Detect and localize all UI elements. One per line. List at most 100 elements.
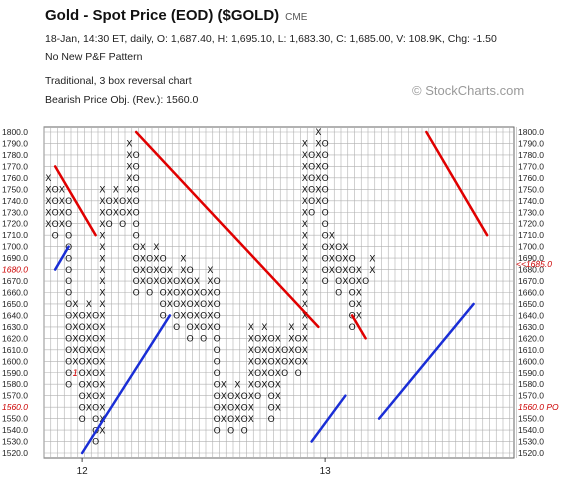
x-box: X [86, 312, 92, 322]
x-box: X [126, 151, 132, 161]
o-box: O [92, 323, 99, 333]
o-box: O [65, 289, 72, 299]
y-tick-label-right: 1520.0 [518, 448, 544, 458]
x-box: X [207, 312, 213, 322]
o-box: O [92, 312, 99, 322]
support-trendline [53, 245, 70, 271]
o-box: O [227, 392, 234, 402]
o-box: O [65, 357, 72, 367]
o-box: O [65, 335, 72, 345]
y-tick-label-left: 1550.0 [2, 414, 28, 424]
x-box: X [99, 220, 105, 230]
o-box: O [268, 357, 275, 367]
o-box: O [295, 369, 302, 379]
o-box: O [214, 357, 221, 367]
x-box: X [113, 208, 119, 218]
x-box: X [207, 289, 213, 299]
o-box: O [308, 163, 315, 173]
o-box: O [281, 369, 288, 379]
x-box: X [248, 392, 254, 402]
o-box: O [295, 357, 302, 367]
o-box: O [254, 369, 261, 379]
o-box: O [92, 346, 99, 356]
x-box: X [342, 254, 348, 264]
x-box: X [302, 266, 308, 276]
resistance-trendline [425, 130, 489, 237]
x-box: X [99, 277, 105, 287]
o-box: O [200, 335, 207, 345]
o-box: O [241, 426, 248, 436]
x-box: X [72, 300, 78, 310]
y-tick-label-right: 1730.0 [518, 207, 544, 217]
o-box: O [173, 312, 180, 322]
y-tick-label-right: 1770.0 [518, 161, 544, 171]
x-box: X [248, 323, 254, 333]
o-box: O [173, 289, 180, 299]
o-box: O [79, 380, 86, 390]
y-tick-label-left: 1670.0 [2, 276, 28, 286]
x-box: X [221, 403, 227, 413]
o-box: O [214, 277, 221, 287]
o-box: O [268, 403, 275, 413]
x-box: X [342, 266, 348, 276]
x-box: X [315, 151, 321, 161]
resistance-trendline [134, 130, 320, 329]
x-box: X [180, 312, 186, 322]
o-box: O [254, 357, 261, 367]
o-box: O [241, 403, 248, 413]
y-tick-label-right: 1750.0 [518, 184, 544, 194]
x-box: X [86, 346, 92, 356]
x-box: X [302, 323, 308, 333]
o-box: O [106, 208, 113, 218]
x-box: X [126, 186, 132, 196]
o-box: O [160, 300, 167, 310]
o-box: O [52, 197, 59, 207]
x-box: X [302, 300, 308, 310]
x-box: X [275, 335, 281, 345]
x-box: X [126, 197, 132, 207]
x-box: X [329, 231, 335, 241]
x-box: X [113, 197, 119, 207]
o-box: O [52, 231, 59, 241]
y-tick-label-left: 1620.0 [2, 333, 28, 343]
x-box: X [140, 243, 146, 253]
o-box: O [214, 346, 221, 356]
x-box: X [45, 174, 51, 184]
o-box: O [308, 151, 315, 161]
x-box: X [302, 151, 308, 161]
y-tick-label-left: 1750.0 [2, 184, 28, 194]
y-tick-label-left: 1770.0 [2, 161, 28, 171]
x-box: X [99, 312, 105, 322]
o-box: O [133, 197, 140, 207]
y-tick-label-left: 1660.0 [2, 288, 28, 298]
x-box: X [126, 163, 132, 173]
y-tick-label-right: 1530.0 [518, 437, 544, 447]
o-box: O [133, 208, 140, 218]
x-box: X [99, 357, 105, 367]
x-box: X [126, 174, 132, 184]
x-box: X [342, 243, 348, 253]
x-box: X [315, 128, 321, 138]
y-tick-label-left: 1600.0 [2, 356, 28, 366]
o-box: O [187, 266, 194, 276]
x-box: X [140, 266, 146, 276]
right-objective-marker: 1560.0 PO [518, 402, 559, 412]
x-box: X [45, 208, 51, 218]
o-box: O [160, 266, 167, 276]
o-box: O [173, 323, 180, 333]
chart-title: Gold - Spot Price (EOD) ($GOLD) CME [45, 7, 307, 24]
x-box: X [261, 335, 267, 345]
x-box: X [140, 254, 146, 264]
o-box: O [52, 208, 59, 218]
o-box: O [349, 254, 356, 264]
o-box: O [187, 300, 194, 310]
x-box: X [221, 415, 227, 425]
x-box: X [45, 197, 51, 207]
o-box: O [133, 231, 140, 241]
o-box: O [349, 323, 356, 333]
support-trendline [310, 394, 347, 443]
y-tick-label-right: 1630.0 [518, 322, 544, 332]
o-box: O [79, 392, 86, 402]
y-tick-label-right: 1650.0 [518, 299, 544, 309]
o-box: O [322, 174, 329, 184]
